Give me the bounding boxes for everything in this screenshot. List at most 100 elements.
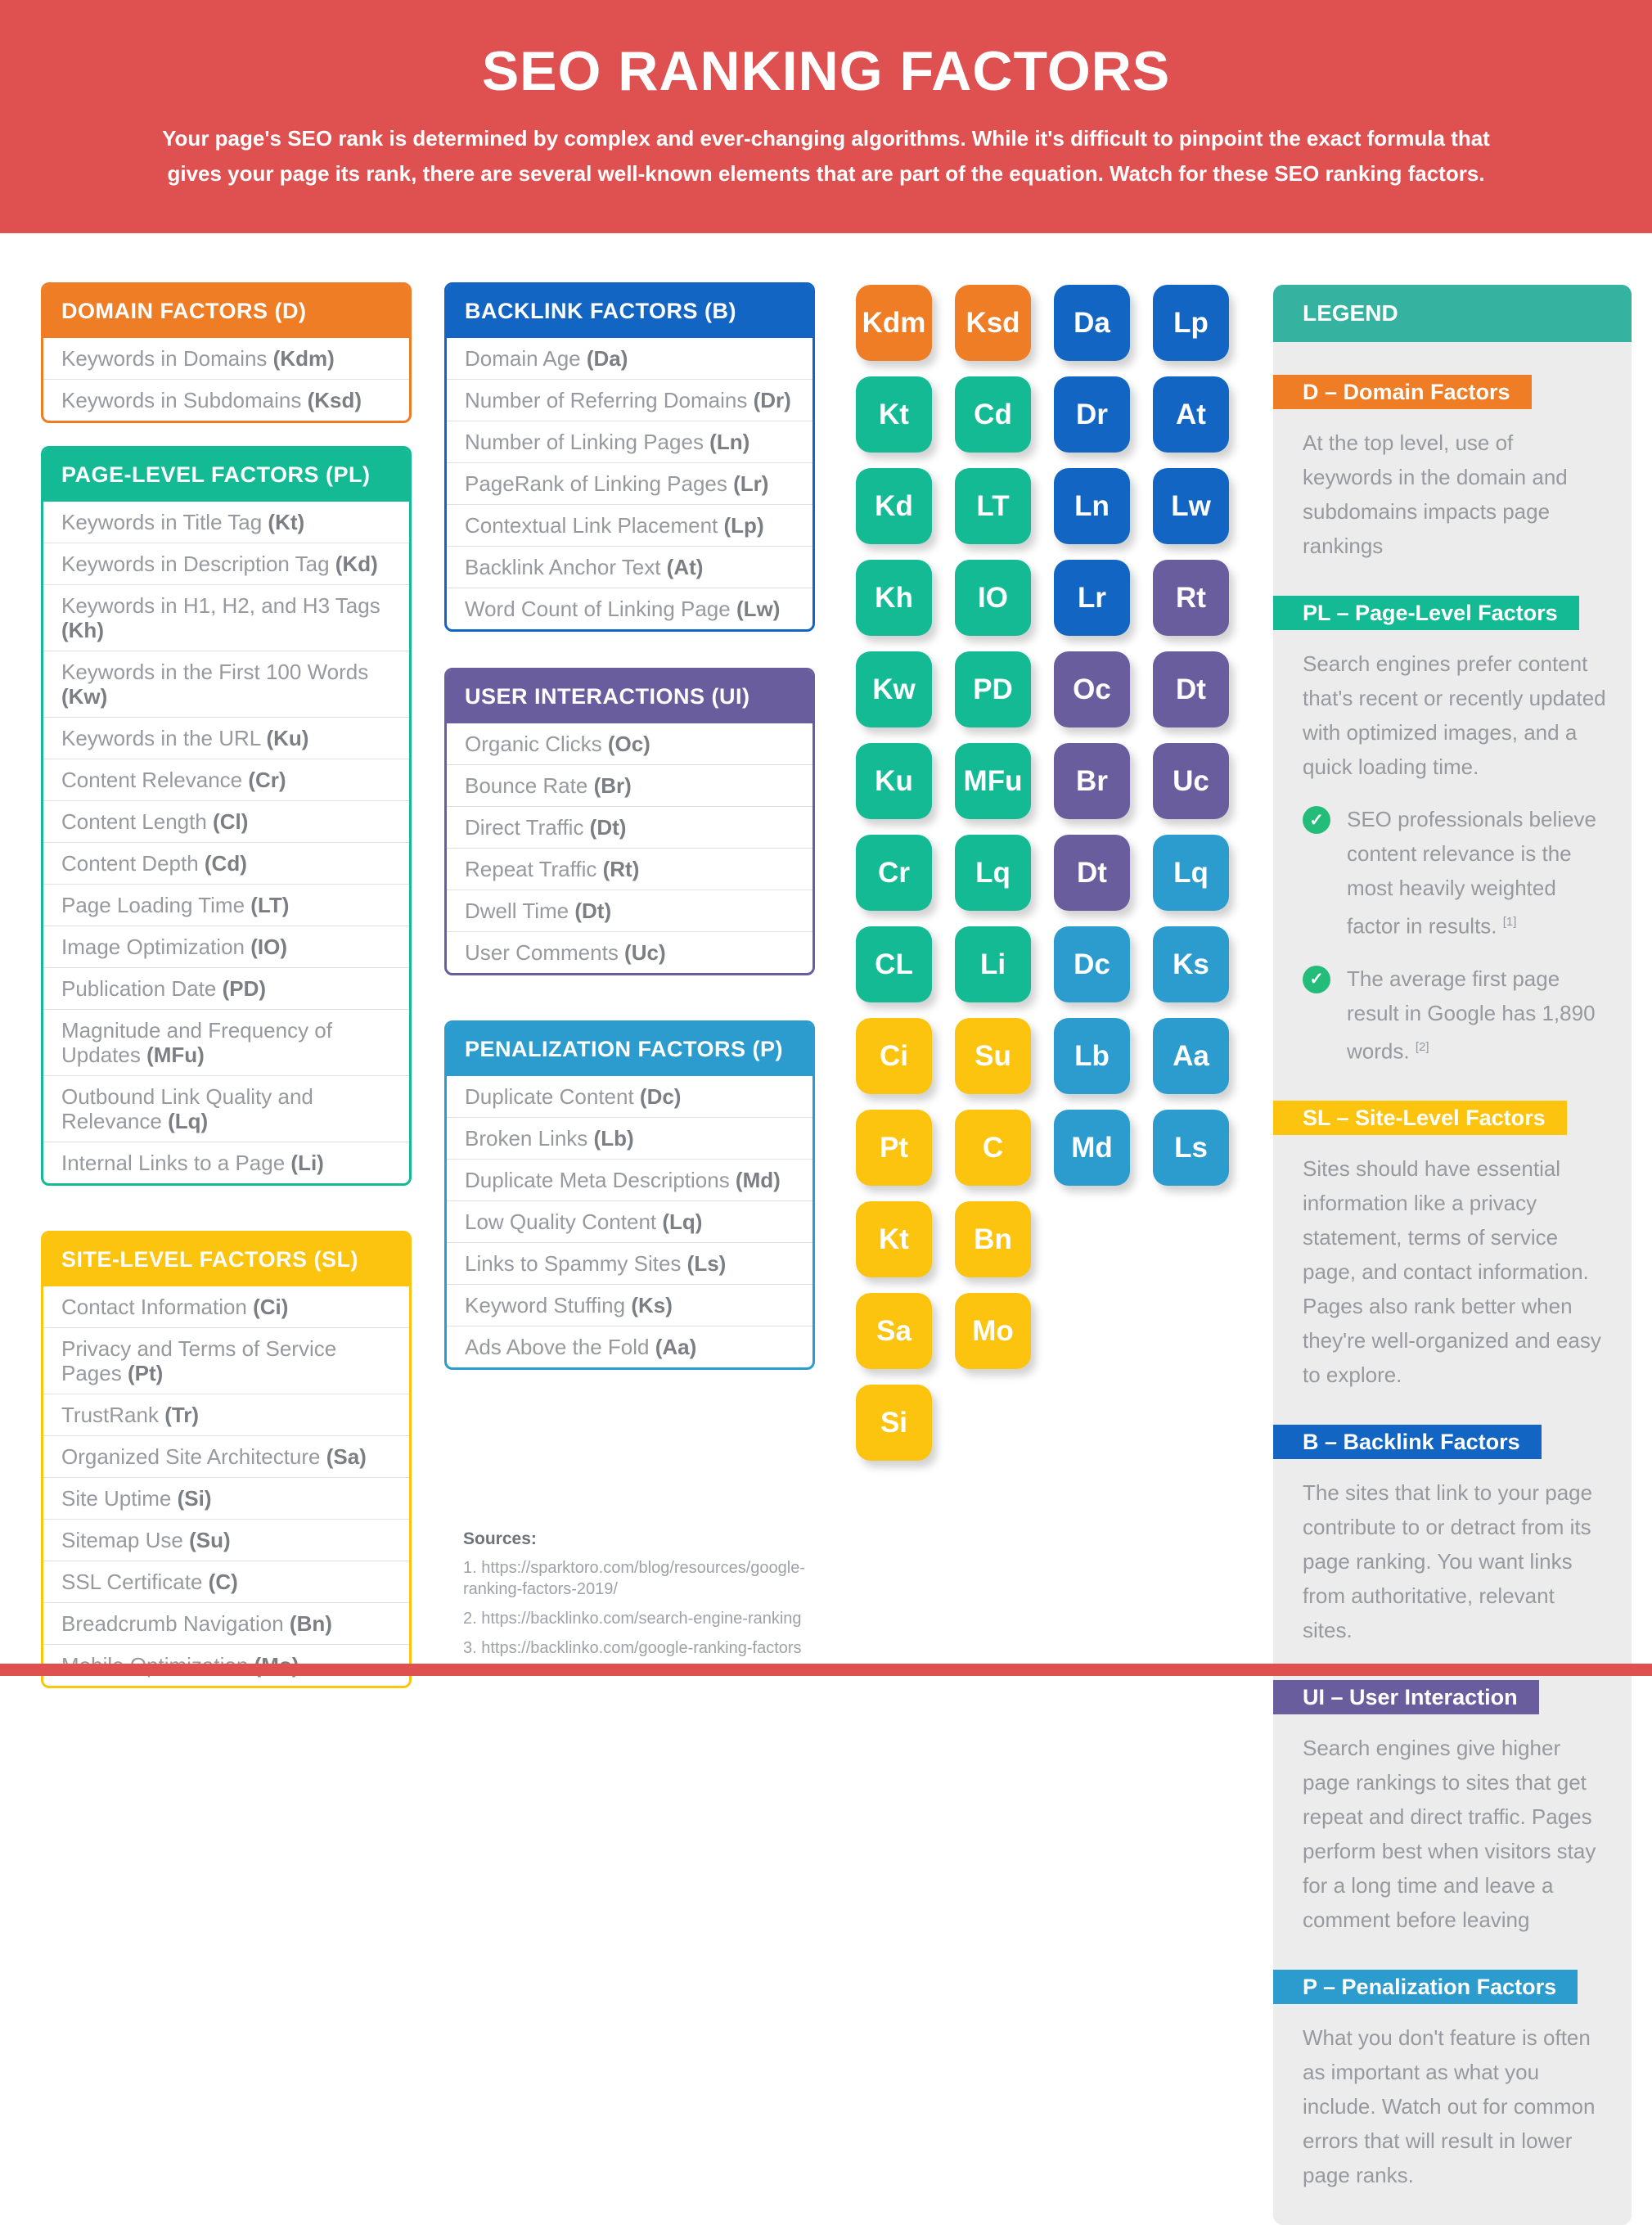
- factor-item: Keywords in H1, H2, and H3 Tags (Kh): [43, 584, 409, 651]
- factor-item: Keywords in Title Tag (Kt): [43, 502, 409, 543]
- tile-Ku: Ku: [856, 743, 932, 819]
- card-penal-title: PENALIZATION FACTORS (P): [447, 1023, 812, 1076]
- factor-label: Dwell Time: [465, 899, 575, 923]
- factor-abbreviation: (Ln): [709, 430, 750, 454]
- factor-item: Word Count of Linking Page (Lw): [447, 588, 812, 629]
- legend-text-b: The sites that link to your page contrib…: [1303, 1480, 1593, 1643]
- factor-cards-middle: BACKLINK FACTORS (B) Domain Age (Da) Numbe…: [444, 282, 815, 1370]
- factor-item: Links to Spammy Sites (Ls): [447, 1242, 812, 1284]
- source-item: 1. https://sparktoro.com/blog/resources/…: [463, 1559, 805, 1598]
- factor-label: Contextual Link Placement: [465, 513, 724, 538]
- factor-abbreviation: (Md): [735, 1168, 781, 1192]
- legend-label-sl: SL – Site-Level Factors: [1273, 1101, 1567, 1136]
- factor-label: SSL Certificate: [61, 1570, 209, 1594]
- legend-section-sl: SL – Site-Level Factors Sites should have…: [1273, 1101, 1632, 1392]
- factor-label: Direct Traffic: [465, 815, 590, 840]
- factor-item: Privacy and Terms of Service Pages (Pt): [43, 1327, 409, 1394]
- tile-Br: Br: [1054, 743, 1130, 819]
- tile-Su: Su: [955, 1018, 1031, 1094]
- tile-Bn: Bn: [955, 1201, 1031, 1277]
- factor-item: Duplicate Meta Descriptions (Md): [447, 1159, 812, 1200]
- card-domain-title: DOMAIN FACTORS (D): [43, 285, 409, 338]
- header-banner: SEO RANKING FACTORS Your page's SEO rank…: [0, 0, 1652, 233]
- factor-abbreviation: (Oc): [607, 732, 650, 756]
- tile-Sa: Sa: [856, 1293, 932, 1369]
- factor-abbreviation: (Dt): [574, 899, 612, 923]
- legend-bullet-list: ✓ SEO professionals believe content relev…: [1303, 802, 1607, 1068]
- factor-abbreviation: (Lb): [593, 1126, 634, 1151]
- factor-item: Internal Links to a Page (Li): [43, 1142, 409, 1183]
- tile-column-1: Kdm Kt Kd Kh Kw Ku Cr CL Ci Pt Kt Sa Si: [856, 285, 932, 1461]
- source-item: 2. https://backlinko.com/search-engine-r…: [463, 1610, 802, 1628]
- card-ui: USER INTERACTIONS (UI) Organic Clicks (Oc…: [444, 668, 815, 975]
- factor-item: Number of Linking Pages (Ln): [447, 421, 812, 462]
- factor-abbreviation: (LT): [250, 893, 290, 917]
- factor-abbreviation: (Cl): [213, 809, 249, 834]
- factor-label: Keywords in H1, H2, and H3 Tags: [61, 593, 380, 618]
- check-icon: ✓: [1303, 806, 1330, 834]
- legend-label-pl: PL – Page-Level Factors: [1273, 596, 1579, 630]
- factor-abbreviation: (Dr): [753, 388, 791, 412]
- factor-abbreviation: (Lr): [733, 471, 769, 496]
- factor-item: Ads Above the Fold (Aa): [447, 1326, 812, 1367]
- factor-label: Organic Clicks: [465, 732, 608, 756]
- factor-item: Dwell Time (Dt): [447, 890, 812, 931]
- factor-abbreviation: (Dc): [639, 1084, 682, 1109]
- factor-label: Keywords in Subdomains: [61, 388, 308, 412]
- tile-Aa: Aa: [1153, 1018, 1229, 1094]
- factor-item: Magnitude and Frequency of Updates (MFu): [43, 1009, 409, 1075]
- legend-sections: D – Domain Factors At the top level, use …: [1273, 375, 1632, 2192]
- factor-label: Ads Above the Fold: [465, 1335, 655, 1359]
- factor-label: Site Uptime: [61, 1486, 178, 1511]
- factor-label: Sitemap Use: [61, 1528, 190, 1552]
- tile-Ls: Ls: [1153, 1110, 1229, 1186]
- tile-Si: Si: [856, 1385, 932, 1461]
- factor-label: TrustRank: [61, 1403, 165, 1427]
- factor-abbreviation: (Da): [586, 346, 628, 371]
- factor-abbreviation: (Kh): [61, 618, 104, 642]
- card-backlink-list: Domain Age (Da) Number of Referring Domai…: [447, 338, 812, 629]
- factor-label: Privacy and Terms of Service Pages: [61, 1336, 337, 1385]
- tile-At: At: [1153, 376, 1229, 453]
- factor-abbreviation: (Bn): [289, 1611, 332, 1636]
- factor-item: TrustRank (Tr): [43, 1394, 409, 1435]
- tile-Cd: Cd: [955, 376, 1031, 453]
- card-ui-title: USER INTERACTIONS (UI): [447, 670, 812, 723]
- factor-item: Organic Clicks (Oc): [447, 723, 812, 764]
- factor-item: Direct Traffic (Dt): [447, 806, 812, 848]
- factor-abbreviation: (C): [208, 1570, 238, 1594]
- subtitle-line-2: gives your page its rank, there are seve…: [167, 161, 1485, 186]
- tile-Lb: Lb: [1054, 1018, 1130, 1094]
- factor-item: Number of Referring Domains (Dr): [447, 379, 812, 421]
- tile-Lw: Lw: [1153, 468, 1229, 544]
- factor-label: Keywords in the First 100 Words: [61, 660, 369, 684]
- tile-Lp: Lp: [1153, 285, 1229, 361]
- card-domain: DOMAIN FACTORS (D) Keywords in Domains (K…: [41, 282, 412, 423]
- legend-panel: LEGEND D – Domain Factors At the top leve…: [1273, 285, 1632, 2225]
- factor-label: PageRank of Linking Pages: [465, 471, 734, 496]
- factor-abbreviation: (Su): [189, 1528, 231, 1552]
- factor-label: Internal Links to a Page: [61, 1151, 291, 1175]
- tile-Ci: Ci: [856, 1018, 932, 1094]
- factor-item: Content Depth (Cd): [43, 842, 409, 884]
- factor-label: Keywords in the URL: [61, 726, 267, 750]
- factor-abbreviation: (Br): [593, 773, 632, 798]
- factor-item: Contextual Link Placement (Lp): [447, 504, 812, 546]
- legend-bullet-text: The average first page result in Google …: [1347, 966, 1596, 1064]
- factor-item: Content Relevance (Cr): [43, 759, 409, 800]
- tile-CL: CL: [856, 926, 932, 1002]
- factor-item: Breadcrumb Navigation (Bn): [43, 1602, 409, 1644]
- sources-title: Sources:: [463, 1529, 537, 1548]
- legend-section-d: D – Domain Factors At the top level, use …: [1273, 375, 1632, 563]
- factor-item: Domain Age (Da): [447, 338, 812, 379]
- factor-label: Image Optimization: [61, 935, 251, 959]
- factor-abbreviation: (Ci): [253, 1295, 289, 1319]
- legend-bullet: ✓ SEO professionals believe content relev…: [1303, 802, 1607, 944]
- factor-abbreviation: (Kd): [335, 552, 378, 576]
- factor-item: SSL Certificate (C): [43, 1561, 409, 1602]
- factor-abbreviation: (Lq): [662, 1209, 703, 1234]
- factor-label: Duplicate Meta Descriptions: [465, 1168, 736, 1192]
- factor-item: Keywords in Domains (Kdm): [43, 338, 409, 379]
- factor-label: Keywords in Description Tag: [61, 552, 335, 576]
- factor-label: Bounce Rate: [465, 773, 594, 798]
